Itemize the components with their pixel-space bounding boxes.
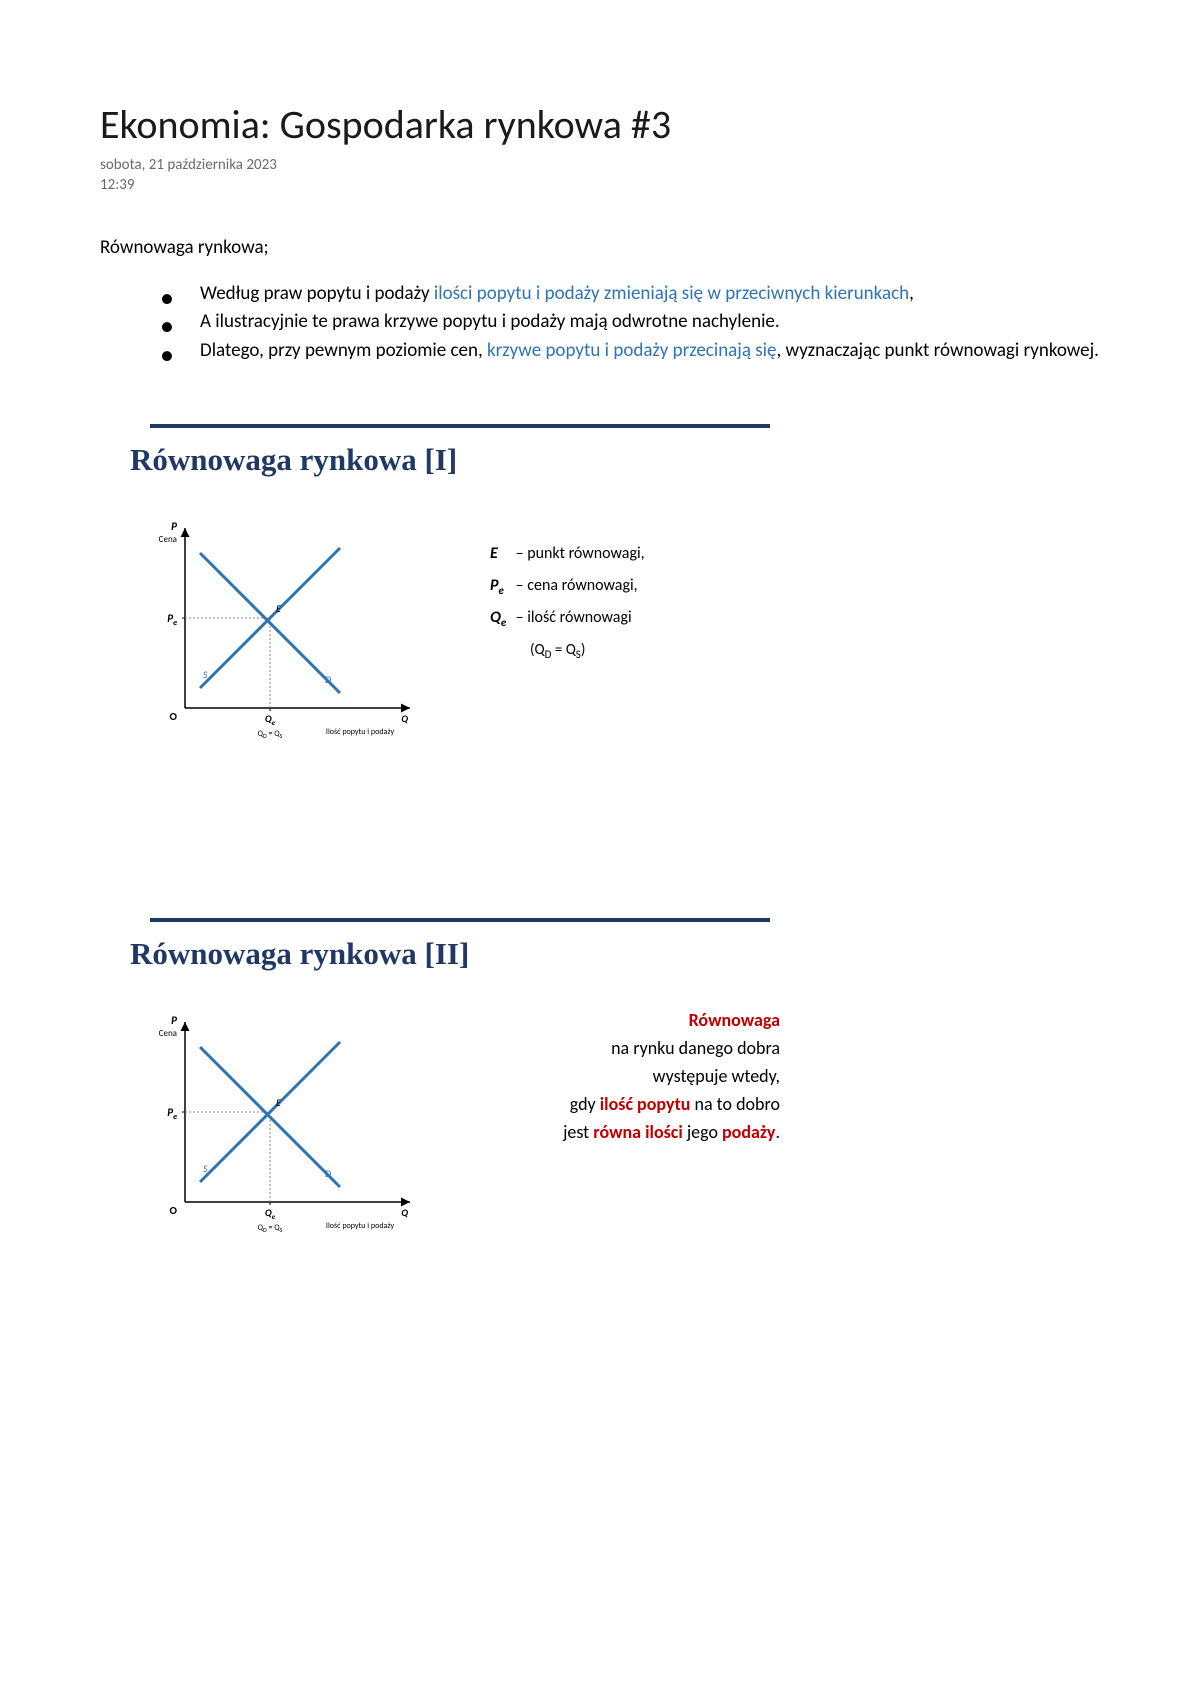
svg-text:Qe: Qe bbox=[265, 712, 276, 727]
bullet-list: Według praw popytu i podaży ilości popyt… bbox=[100, 281, 1110, 365]
svg-text:Cena: Cena bbox=[159, 534, 177, 545]
desc-line: na rynku danego dobra bbox=[490, 1035, 780, 1063]
svg-text:S: S bbox=[203, 1162, 208, 1175]
figure-rule bbox=[150, 424, 770, 428]
svg-text:P: P bbox=[171, 1014, 177, 1027]
svg-text:Pe: Pe bbox=[167, 1106, 177, 1122]
legend-txt: – ilość równowagi bbox=[516, 608, 632, 627]
section-label: Równowaga rynkowa; bbox=[100, 236, 1110, 259]
svg-text:E: E bbox=[276, 1096, 281, 1109]
svg-text:D: D bbox=[325, 673, 331, 686]
svg-text:QD = QS: QD = QS bbox=[258, 729, 283, 740]
svg-text:Ilość popytu i podaży: Ilość popytu i podaży bbox=[326, 727, 395, 737]
desc-line: jest równa ilości jego podaży. bbox=[490, 1119, 780, 1147]
figure-2: Równowaga rynkowa [II] PCena Pe E S D O Qe QD =… bbox=[100, 918, 820, 1252]
svg-text:Ilość popytu i podaży: Ilość popytu i podaży bbox=[326, 1221, 395, 1231]
desc-red: Równowaga bbox=[689, 1009, 780, 1031]
figure-description: Równowaga na rynku danego dobra występuj… bbox=[490, 1007, 780, 1146]
bullet-pre: A ilustracyjnie te prawa krzywe popytu i… bbox=[200, 310, 780, 333]
page-meta: sobota, 21 października 2023 12:39 bbox=[100, 155, 1110, 196]
svg-text:Q: Q bbox=[401, 712, 408, 725]
svg-text:Cena: Cena bbox=[159, 1028, 177, 1039]
svg-text:QD = QS: QD = QS bbox=[258, 1223, 283, 1234]
figure-rule bbox=[150, 918, 770, 922]
bullet-post: , wyznaczając punkt równowagi rynkowej. bbox=[776, 339, 1099, 362]
page-title: Ekonomia: Gospodarka rynkowa #3 bbox=[100, 100, 1110, 149]
svg-text:O: O bbox=[170, 1204, 178, 1217]
svg-text:P: P bbox=[171, 520, 177, 533]
figure-title: Równowaga rynkowa [II] bbox=[130, 936, 820, 972]
desc-line: występuje wtedy, bbox=[490, 1063, 780, 1091]
legend-row: Pe – cena równowagi, bbox=[490, 570, 645, 602]
svg-text:O: O bbox=[170, 710, 178, 723]
svg-text:D: D bbox=[325, 1167, 331, 1180]
bullet-pre: Według praw popytu i podaży bbox=[200, 282, 434, 305]
chart-legend: E – punkt równowagi, Pe – cena równowagi… bbox=[490, 538, 645, 665]
legend-txt: – punkt równowagi, bbox=[516, 544, 645, 563]
figure-1: Równowaga rynkowa [I] PCenaPeESDOQeQD = … bbox=[100, 424, 820, 758]
legend-txt: – cena równowagi, bbox=[516, 576, 638, 595]
legend-eq: (QD = QS) bbox=[530, 635, 645, 666]
bullet-pre: Dlatego, przy pewnym poziomie cen, bbox=[200, 339, 487, 362]
bullet-item: Według praw popytu i podaży ilości popyt… bbox=[160, 281, 1110, 308]
svg-text:Pe: Pe bbox=[167, 612, 177, 628]
page-date: sobota, 21 października 2023 bbox=[100, 155, 1110, 175]
bullet-post: , bbox=[909, 282, 914, 305]
svg-text:S: S bbox=[203, 668, 208, 681]
desc-line: gdy ilość popytu na to dobro bbox=[490, 1091, 780, 1119]
legend-sym-e: E bbox=[490, 538, 512, 570]
equilibrium-chart: PCena Pe E S D O Qe QD = QS Q Ilość popytu i poda… bbox=[130, 508, 430, 758]
legend-row: E – punkt równowagi, bbox=[490, 538, 645, 570]
bullet-highlight: ilości popytu i podaży zmieniają się w p… bbox=[434, 282, 909, 305]
bullet-item: Dlatego, przy pewnym poziomie cen, krzyw… bbox=[160, 338, 1110, 365]
svg-text:E: E bbox=[276, 602, 281, 615]
equilibrium-chart: PCena Pe E S D O Qe QD = QS Q Ilość popytu i poda… bbox=[130, 1002, 430, 1252]
legend-row: Qe – ilość równowagi bbox=[490, 602, 645, 634]
svg-text:Qe: Qe bbox=[265, 1206, 276, 1221]
bullet-item: A ilustracyjnie te prawa krzywe popytu i… bbox=[160, 309, 1110, 336]
bullet-highlight: krzywe popytu i podaży przecinają się bbox=[487, 339, 776, 362]
svg-text:Q: Q bbox=[401, 1206, 408, 1219]
figure-title: Równowaga rynkowa [I] bbox=[130, 442, 820, 478]
legend-sym-qe: Qe bbox=[490, 602, 512, 634]
page-time: 12:39 bbox=[100, 175, 1110, 195]
legend-sym-pe: Pe bbox=[490, 570, 512, 602]
